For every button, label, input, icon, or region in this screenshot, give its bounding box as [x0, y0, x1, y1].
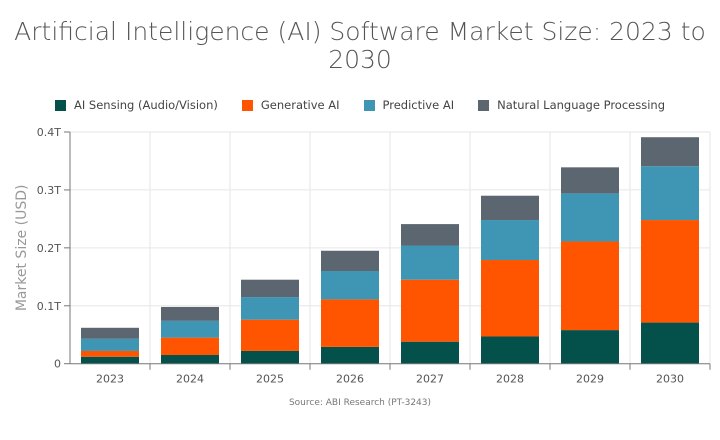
bar-segment-2026: [321, 271, 379, 300]
x-tick-label: 2024: [176, 373, 204, 386]
bar-segment-2024: [161, 355, 219, 364]
y-tick-label: 0.1T: [37, 300, 61, 313]
bar-segment-2030: [641, 322, 699, 364]
bar-segment-2030: [641, 166, 699, 221]
bar-segment-2027: [401, 341, 459, 364]
legend-label: Generative AI: [260, 98, 340, 112]
bar-segment-2030: [641, 137, 699, 167]
y-tick-label: 0.2T: [37, 242, 61, 255]
x-tick-label: 2026: [336, 373, 364, 386]
bar-segment-2028: [481, 220, 539, 261]
bar-segment-2028: [481, 260, 539, 337]
bar-segment-2026: [321, 346, 379, 364]
legend-label: Predictive AI: [382, 98, 455, 112]
bar-segment-2029: [561, 330, 619, 364]
legend-item-nlp[interactable]: Natural Language Processing: [478, 98, 665, 112]
bar-segment-2025: [241, 319, 299, 351]
legend-swatch: [241, 99, 253, 111]
bar-segment-2025: [241, 350, 299, 364]
bar-segment-2025: [241, 297, 299, 320]
bar-segment-2028: [481, 336, 539, 364]
bar-segment-2023: [81, 338, 139, 351]
bar-segment-2026: [321, 250, 379, 272]
legend: AI Sensing (Audio/Vision) Generative AI …: [0, 98, 720, 112]
bar-segment-2024: [161, 320, 219, 338]
bar-segment-2024: [161, 306, 219, 321]
y-axis-label: Market Size (USD): [14, 185, 30, 312]
legend-swatch: [55, 99, 66, 111]
bar-segment-2023: [81, 350, 139, 357]
chart-title: Artificial Intelligence (AI) Software Ma…: [14, 17, 706, 74]
x-tick-label: 2030: [656, 373, 684, 386]
y-tick-label: 0.4T: [37, 126, 61, 139]
y-tick-label: 0.3T: [37, 184, 61, 197]
bar-segment-2026: [321, 299, 379, 347]
x-tick-label: 2027: [416, 373, 444, 386]
source-note: Source: ABI Research (PT-3243): [288, 398, 432, 408]
legend-item-predictive-ai[interactable]: Predictive AI: [363, 98, 455, 112]
legend-label: AI Sensing (Audio/Vision): [74, 98, 218, 112]
bar-segment-2029: [561, 193, 619, 242]
bar-segment-2027: [401, 224, 459, 246]
x-tick-label: 2025: [256, 373, 284, 386]
legend-label: Natural Language Processing: [497, 98, 665, 112]
legend-item-generative-ai[interactable]: Generative AI: [241, 98, 340, 112]
bar-segment-2029: [561, 241, 619, 331]
bar-segment-2023: [81, 327, 139, 339]
bar-segment-2024: [161, 337, 219, 356]
bar-segment-2023: [81, 356, 139, 364]
x-tick-label: 2029: [576, 373, 604, 386]
y-tick-label: 0: [54, 358, 61, 371]
bar-segment-2030: [641, 220, 699, 323]
legend-item-ai-sensing[interactable]: AI Sensing (Audio/Vision): [55, 98, 218, 112]
legend-swatch: [363, 99, 375, 111]
bar-segment-2027: [401, 279, 459, 342]
legend-swatch: [478, 99, 490, 111]
bar-segment-2029: [561, 167, 619, 194]
bar-segment-2027: [401, 245, 459, 280]
x-tick-label: 2023: [96, 373, 124, 386]
x-tick-label: 2028: [496, 373, 524, 386]
bar-segment-2028: [481, 195, 539, 221]
bar-segment-2025: [241, 279, 299, 298]
